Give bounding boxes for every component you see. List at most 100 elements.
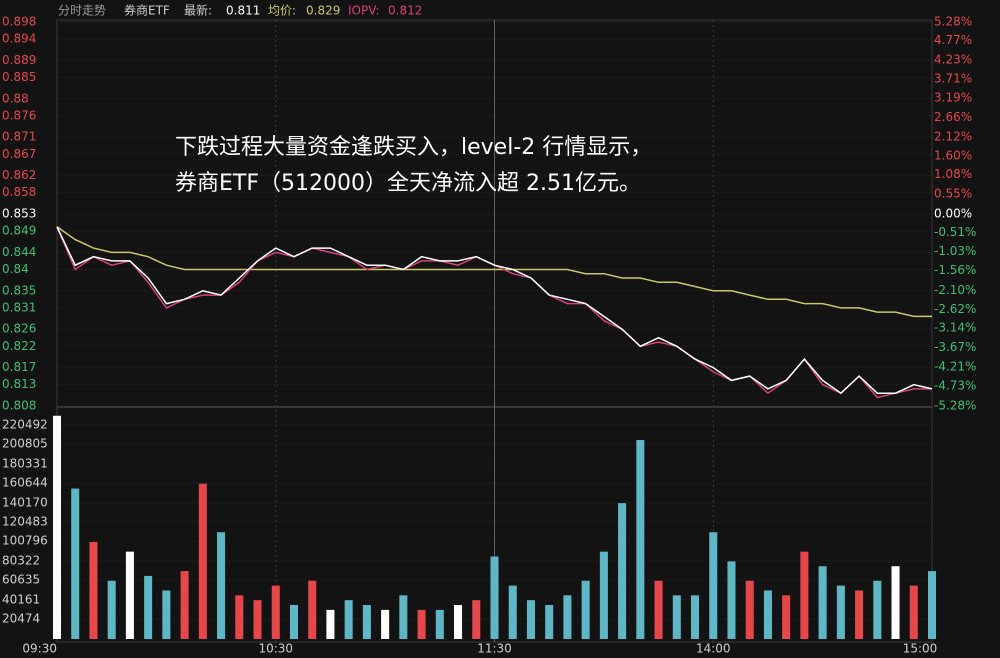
y2-tick-label: 1.60%	[934, 148, 972, 162]
y-tick-label: 160644	[2, 476, 48, 490]
y-tick-label: 0.853	[2, 207, 36, 221]
legend-name: 均价:	[268, 4, 296, 18]
header-symbol: 券商ETF	[124, 3, 170, 18]
volume-bar	[454, 605, 463, 639]
y-tick-label: 0.898	[2, 15, 36, 29]
y-tick-label: 120483	[2, 515, 48, 529]
annotation: 下跌过程大量资金逢跌买入，level-2 行情显示，	[175, 135, 652, 160]
y2-tick-label: 2.12%	[934, 129, 972, 143]
y2-tick-label: 4.23%	[934, 53, 972, 67]
volume-bar	[107, 580, 116, 639]
plot-area: 0.898 0.894 0.889 0.885 0.88 0.876 0.871 0.867 0…	[2, 15, 976, 656]
volume-bar	[308, 580, 317, 639]
volume-bar	[836, 585, 845, 639]
y2-tick-label: 5.28%	[934, 15, 972, 29]
y-tick-label: 0.813	[2, 377, 36, 391]
y-tick-label: 200805	[2, 437, 48, 451]
legend-value: 0.812	[388, 4, 422, 18]
volume-bar	[253, 600, 262, 639]
volume-bar	[399, 595, 408, 639]
y2-tick-label: 0.00%	[934, 207, 972, 221]
volume-bar	[52, 415, 62, 639]
legend-value: 0.811	[226, 4, 260, 18]
volume-bar	[727, 561, 736, 639]
volume-bar	[526, 600, 535, 639]
legend-name: 最新:	[184, 3, 212, 18]
volume-bar	[800, 551, 809, 639]
volume-bar	[909, 585, 918, 639]
y-tick-label: 0.858	[2, 185, 36, 199]
y2-tick-label: -2.10%	[934, 283, 976, 297]
volume-bar	[599, 551, 608, 639]
volume-bar	[563, 595, 572, 639]
volume-bar	[417, 609, 426, 639]
y-tick-label: 140170	[2, 495, 48, 509]
volume-bar	[636, 440, 645, 639]
y-tick-label: 0.88	[2, 91, 29, 105]
y2-tick-label: 1.08%	[934, 167, 972, 181]
y-tick-label: 40161	[2, 593, 40, 607]
volume-bar	[873, 580, 882, 639]
price-line	[56, 226, 933, 395]
volume-bar	[654, 580, 663, 639]
y-tick-label: 100796	[2, 534, 48, 548]
y2-tick-label: 4.77%	[934, 33, 972, 47]
y2-tick-label: -4.73%	[934, 379, 976, 393]
y-tick-label: 0.835	[2, 283, 36, 297]
y2-tick-label: -2.62%	[934, 302, 976, 316]
x-tick-label: 11:30	[477, 642, 512, 656]
y-tick-label: 180331	[2, 456, 48, 470]
y2-tick-label: -3.14%	[934, 321, 976, 335]
volume-bar	[618, 503, 627, 639]
header-title: 分时走势	[58, 4, 106, 18]
y-tick-label: 0.867	[2, 147, 36, 161]
volume-bar	[326, 609, 335, 639]
y-tick-label: 0.844	[2, 245, 36, 259]
volume-bar	[289, 605, 298, 639]
volume-bar	[691, 595, 700, 639]
volume-bar	[217, 532, 226, 639]
x-tick-label: 10:30	[258, 642, 293, 656]
y2-tick-label: -3.67%	[934, 340, 976, 354]
y2-tick-label: -1.56%	[934, 263, 976, 277]
y2-tick-label: 0.55%	[934, 187, 972, 201]
volume-bar	[381, 609, 390, 639]
volume-bar	[344, 600, 353, 639]
y-tick-label: 60635	[2, 573, 40, 587]
y2-tick-label: -5.28%	[934, 399, 976, 413]
y2-tick-label: -4.21%	[934, 360, 976, 374]
price-line	[56, 226, 932, 318]
y-tick-label: 0.849	[2, 224, 36, 238]
volume-bar	[144, 575, 153, 639]
y-tick-label: 20474	[2, 612, 40, 626]
volume-bar	[818, 566, 827, 639]
y-tick-label: 0.862	[2, 168, 36, 182]
y-tick-label: 0.808	[2, 399, 36, 413]
y2-tick-label: -1.03%	[934, 244, 976, 258]
volume-bar	[472, 600, 481, 639]
y-tick-label: 0.889	[2, 53, 36, 67]
y-tick-label: 0.885	[2, 70, 36, 84]
volume-bar	[198, 483, 207, 639]
y2-tick-label: 3.19%	[934, 91, 972, 105]
volume-bar	[435, 609, 444, 639]
annotation: 券商ETF（512000）全天净流入超 2.51亿元。	[175, 171, 641, 196]
volume-bar	[490, 556, 499, 639]
y-tick-label: 0.876	[2, 108, 36, 122]
volume-bar	[855, 590, 864, 639]
volume-bar	[745, 580, 754, 639]
y2-tick-label: -0.51%	[934, 225, 976, 239]
volume-bar	[271, 585, 280, 639]
volume-bar	[162, 590, 171, 639]
x-tick-label: 14:00	[696, 642, 731, 656]
y-tick-label: 0.871	[2, 130, 36, 144]
y-tick-label: 0.894	[2, 32, 36, 46]
volume-bar	[709, 532, 718, 639]
volume-bar	[927, 571, 937, 639]
y-tick-label: 80322	[2, 554, 40, 568]
volume-bar	[891, 566, 900, 639]
volume-bar	[180, 571, 189, 639]
y-tick-label: 0.84	[2, 262, 29, 276]
